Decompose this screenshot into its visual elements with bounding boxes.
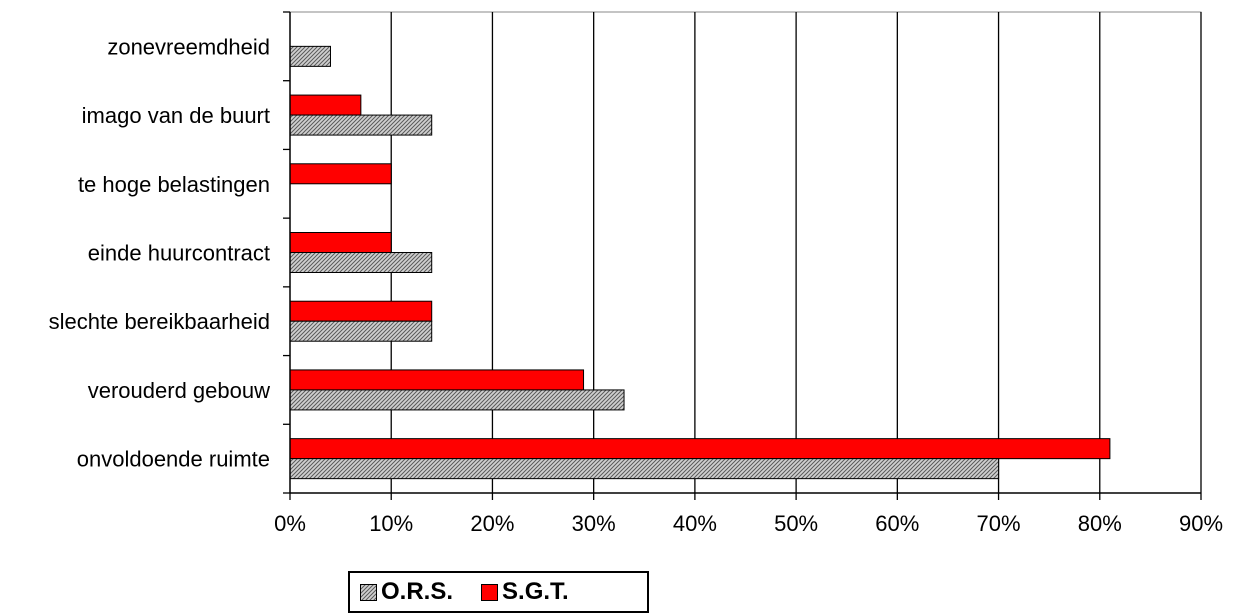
x-tick-label: 10%	[369, 511, 413, 536]
bar-ors	[289, 458, 1000, 480]
x-tick-label: 80%	[1078, 511, 1122, 536]
y-category-label: einde huurcontract	[88, 241, 270, 266]
x-tick-label: 20%	[470, 511, 514, 536]
x-tick-label: 60%	[875, 511, 919, 536]
chart-legend: O.R.S. S.G.T.	[348, 571, 649, 613]
x-tick-label: 30%	[572, 511, 616, 536]
legend-label-ors: O.R.S.	[381, 578, 454, 605]
bar-sgt	[289, 438, 1111, 460]
legend-swatch-sgt	[481, 583, 499, 601]
legend-swatch-ors	[360, 583, 377, 601]
bar-sgt	[289, 94, 362, 116]
bar-ors	[289, 252, 433, 273]
x-tick-label: 90%	[1179, 511, 1223, 536]
bar-ors	[289, 389, 625, 411]
bar-sgt	[289, 232, 392, 253]
bar-sgt	[289, 163, 392, 185]
y-category-label: zonevreemdheid	[107, 34, 270, 59]
y-category-label: imago van de buurt	[82, 103, 270, 128]
y-category-label: te hoge belastingen	[78, 172, 270, 197]
legend-item-sgt: S.G.T.	[481, 578, 569, 606]
bar-sgt	[289, 369, 585, 391]
x-tick-label: 70%	[977, 511, 1021, 536]
y-category-label: verouderd gebouw	[88, 378, 270, 403]
legend-label-sgt: S.G.T.	[502, 578, 569, 605]
x-tick-label: 40%	[673, 511, 717, 536]
bar-sgt	[289, 300, 433, 322]
bar-ors	[289, 114, 433, 136]
plot-area	[289, 11, 1202, 494]
x-tick-label: 0%	[274, 511, 306, 536]
x-tick-label: 50%	[774, 511, 818, 536]
bar-ors	[289, 45, 331, 67]
bar-chart: onvoldoende ruimte verouderd gebouw slecht…	[49, 11, 1223, 536]
bar-ors	[289, 320, 433, 342]
y-category-label: onvoldoende ruimte	[77, 447, 270, 472]
y-category-label: slechte bereikbaarheid	[49, 309, 270, 334]
legend-item-ors: O.R.S.	[360, 578, 453, 606]
